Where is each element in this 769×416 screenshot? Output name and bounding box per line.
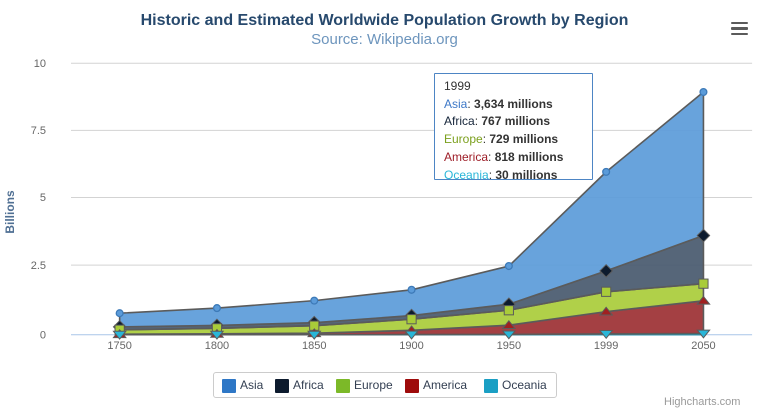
svg-text:2.5: 2.5 xyxy=(31,260,46,272)
svg-text:1850: 1850 xyxy=(302,340,326,352)
svg-text:1800: 1800 xyxy=(205,340,229,352)
svg-text:1999: 1999 xyxy=(594,340,618,352)
svg-text:1750: 1750 xyxy=(107,340,131,352)
svg-text:5: 5 xyxy=(40,192,46,204)
svg-text:10: 10 xyxy=(34,58,46,70)
svg-text:7.5: 7.5 xyxy=(31,125,46,137)
svg-text:1900: 1900 xyxy=(399,340,423,352)
svg-text:1950: 1950 xyxy=(497,340,521,352)
svg-text:0: 0 xyxy=(40,330,46,342)
svg-text:2050: 2050 xyxy=(691,340,715,352)
